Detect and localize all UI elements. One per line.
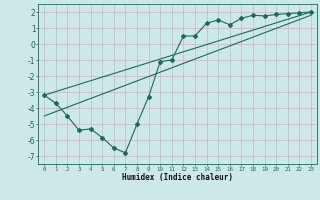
X-axis label: Humidex (Indice chaleur): Humidex (Indice chaleur) xyxy=(122,173,233,182)
